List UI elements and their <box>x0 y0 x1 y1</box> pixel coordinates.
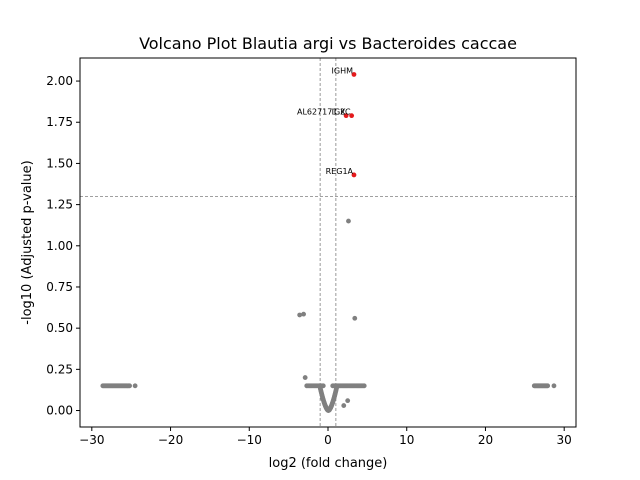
nonsignificant-point <box>127 383 132 389</box>
nonsignificant-point <box>361 383 367 389</box>
x-tick-label: 20 <box>478 433 493 447</box>
y-tick-label: 0.75 <box>46 280 73 294</box>
y-tick-label: 0.50 <box>46 321 73 335</box>
y-tick-label: 1.00 <box>46 239 73 253</box>
y-tick-label: 1.75 <box>46 115 73 129</box>
significant-point <box>343 113 349 119</box>
y-tick-label: 1.25 <box>46 198 73 212</box>
nonsignificant-point <box>346 218 351 224</box>
significant-point <box>351 72 357 77</box>
y-tick-label: 2.00 <box>46 74 73 88</box>
significant-point <box>349 113 355 119</box>
y-tick-label: 0.00 <box>46 404 73 418</box>
nonsignificant-point <box>302 375 308 380</box>
y-tick-label: 1.50 <box>46 156 73 170</box>
y-axis-label: -log10 (Adjusted p-value) <box>20 160 35 324</box>
nonsignificant-point <box>345 398 351 404</box>
nonsignificant-point <box>551 383 557 389</box>
x-axis-label: log2 (fold change) <box>269 456 388 471</box>
gene-label: IGKC <box>332 108 351 117</box>
x-tick-label: 30 <box>557 433 572 447</box>
nonsignificant-point <box>297 312 303 318</box>
nonsignificant-point <box>132 383 138 389</box>
gene-label: REG1A <box>326 167 354 176</box>
x-tick-label: −30 <box>79 433 104 447</box>
gene-label: AL627171.2 <box>297 108 345 117</box>
x-tick-label: 10 <box>399 433 414 447</box>
nonsignificant-point <box>334 385 340 390</box>
y-tick-label: 0.25 <box>46 362 73 376</box>
chart-title: Volcano Plot Blautia argi vs Bacteroides… <box>139 34 517 53</box>
nonsignificant-point <box>301 311 306 317</box>
x-tick-label: −20 <box>158 433 183 447</box>
nonsignificant-point <box>341 403 347 408</box>
gene-label: IGHM <box>332 67 354 76</box>
nonsignificant-point <box>352 315 358 321</box>
x-tick-label: 0 <box>324 433 332 447</box>
nonsignificant-point <box>545 383 551 389</box>
significant-point <box>351 172 357 178</box>
x-tick-label: −10 <box>237 433 262 447</box>
